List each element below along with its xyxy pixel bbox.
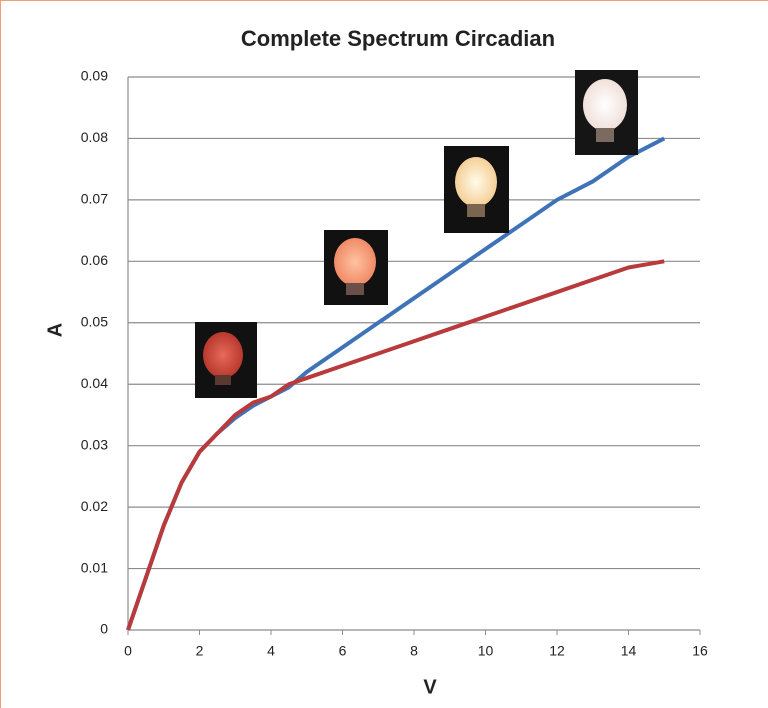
y-tick-label: 0.08	[81, 129, 108, 145]
x-tick-label: 4	[267, 643, 275, 659]
y-tick-label: 0.06	[81, 252, 108, 268]
x-tick-label: 12	[549, 643, 565, 659]
x-tick-label: 10	[478, 643, 494, 659]
bulb-photo	[575, 70, 638, 155]
y-tick-label: 0.03	[81, 436, 108, 452]
bulb-photo	[444, 146, 509, 233]
x-tick-label: 2	[196, 643, 204, 659]
x-tick-label: 6	[339, 643, 347, 659]
x-axis-label: V	[423, 676, 437, 698]
bulb-photo	[195, 322, 257, 398]
y-tick-label: 0.05	[81, 313, 108, 329]
y-tick-label: 0.07	[81, 191, 108, 207]
x-tick-label: 16	[692, 643, 708, 659]
x-tick-label: 8	[410, 643, 418, 659]
chart-title: Complete Spectrum Circadian	[241, 26, 555, 51]
series-line	[126, 259, 665, 631]
bulb-photo	[324, 230, 388, 305]
y-tick-label: 0	[100, 621, 108, 637]
plot-area: 0 0.01 0.02 0.03 0.04 0.05 0.06 0.07 0.08 0.09 0 2 4…	[81, 68, 708, 659]
y-tick-label: 0.01	[81, 559, 108, 575]
y-tick-label: 0.09	[81, 68, 108, 84]
y-tick-label: 0.02	[81, 498, 108, 514]
x-tick-label: 0	[124, 643, 132, 659]
x-tick-label: 14	[621, 643, 637, 659]
y-axis-label: A	[44, 323, 66, 337]
y-tick-label: 0.04	[81, 375, 108, 391]
